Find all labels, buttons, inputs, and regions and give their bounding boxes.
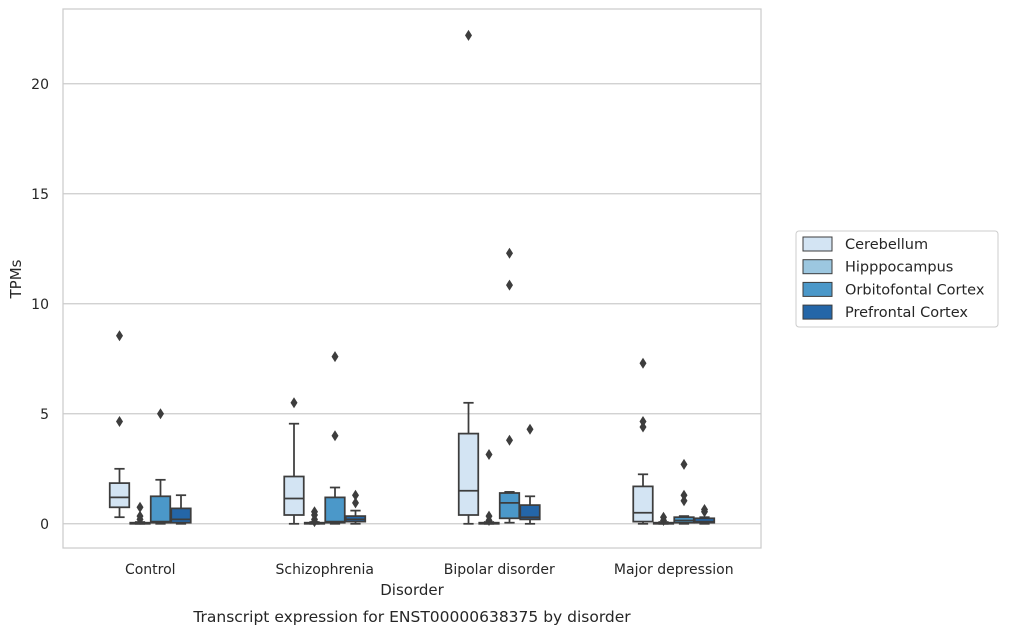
outlier-point bbox=[136, 510, 144, 522]
y-tick-label: 15 bbox=[31, 187, 49, 203]
outlier-point bbox=[639, 416, 647, 427]
chart-caption: Transcript expression for ENST0000063837… bbox=[192, 608, 631, 626]
x-axis-ticks: Control Schizophrenia Bipolar disorder Majo… bbox=[125, 562, 734, 578]
box bbox=[457, 432, 480, 516]
outlier-point bbox=[331, 351, 339, 363]
box bbox=[108, 482, 131, 509]
outlier-point bbox=[660, 511, 667, 523]
x-tick-label: Bipolar disorder bbox=[444, 562, 555, 578]
box bbox=[324, 496, 346, 524]
outlier-point bbox=[506, 279, 513, 291]
y-axis-label: TPMs bbox=[7, 259, 25, 299]
outlier-point bbox=[352, 497, 359, 509]
legend-label: Hipppocampus bbox=[845, 260, 953, 276]
legend-swatch bbox=[802, 236, 833, 252]
legend-swatch bbox=[802, 281, 833, 297]
x-tick-label: Control bbox=[125, 562, 176, 578]
outlier-point bbox=[506, 434, 513, 446]
box bbox=[149, 495, 172, 524]
outlier-point bbox=[290, 397, 298, 409]
legend-swatch bbox=[802, 259, 833, 275]
outlier-point bbox=[311, 506, 318, 518]
legend: Cerebellum Hipppocampus Orbitofontal Corte… bbox=[795, 230, 999, 328]
box bbox=[170, 507, 192, 524]
y-tick-label: 20 bbox=[31, 77, 49, 93]
outlier-point bbox=[157, 408, 164, 420]
legend-frame bbox=[795, 230, 999, 328]
outlier-point bbox=[701, 504, 708, 515]
legend-label: Orbitofontal Cortex bbox=[845, 282, 985, 298]
series-orbitofontal-cortex bbox=[149, 247, 695, 525]
outlier-point bbox=[465, 29, 472, 41]
plot-frame bbox=[62, 8, 762, 549]
x-tick-label: Schizophrenia bbox=[276, 562, 374, 578]
y-tick-label: 0 bbox=[40, 517, 49, 533]
legend-swatch bbox=[802, 304, 833, 320]
outlier-point bbox=[485, 449, 493, 460]
outlier-point bbox=[639, 357, 647, 369]
outlier-point bbox=[136, 501, 144, 513]
outlier-point bbox=[352, 489, 359, 501]
box bbox=[519, 504, 541, 521]
outlier-point bbox=[116, 330, 123, 342]
outlier-point bbox=[485, 510, 493, 522]
outlier-point bbox=[680, 489, 688, 501]
y-tick-label: 10 bbox=[31, 297, 49, 313]
grid-lines bbox=[63, 83, 761, 525]
box bbox=[693, 517, 716, 524]
box-series bbox=[108, 29, 716, 528]
box bbox=[283, 475, 305, 516]
outlier-point bbox=[116, 416, 123, 427]
legend-label: Prefrontal Cortex bbox=[845, 305, 968, 321]
outlier-point bbox=[526, 423, 534, 435]
legend-label: Cerebellum bbox=[845, 237, 928, 253]
series-cerebellum bbox=[108, 29, 654, 525]
y-tick-label: 5 bbox=[40, 407, 49, 423]
y-axis-ticks: 0 5 10 15 20 bbox=[31, 77, 49, 533]
outlier-point bbox=[680, 458, 688, 470]
box bbox=[632, 485, 654, 523]
series-prefrontal-cortex bbox=[170, 423, 716, 525]
outlier-point bbox=[331, 430, 339, 442]
x-axis-label: Disorder bbox=[380, 581, 444, 599]
series-hipppocampus bbox=[129, 449, 675, 528]
box bbox=[498, 492, 521, 520]
outlier-point bbox=[506, 247, 513, 259]
x-tick-label: Major depression bbox=[614, 562, 734, 578]
